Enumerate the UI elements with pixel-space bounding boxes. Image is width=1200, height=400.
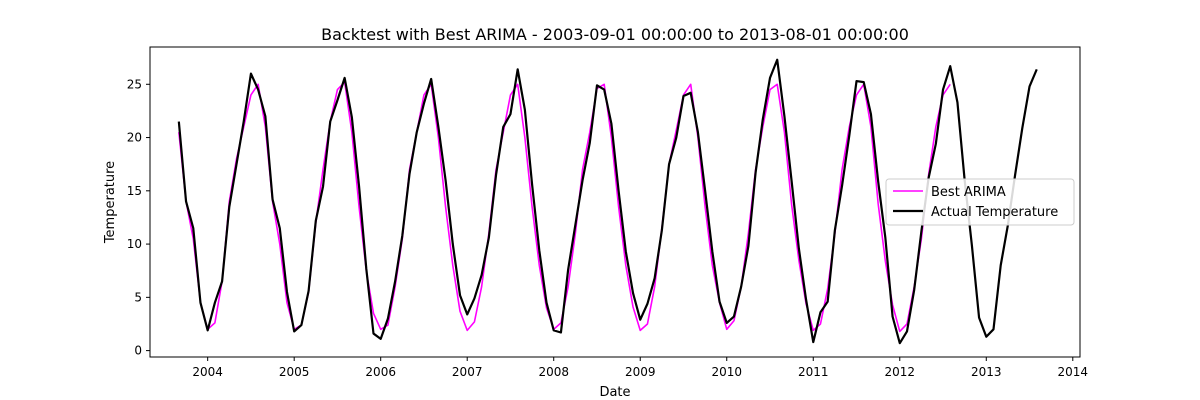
- y-tick-label: 15: [127, 184, 142, 198]
- x-tick-label: 2012: [884, 365, 915, 379]
- legend-label: Best ARIMA: [931, 185, 1006, 200]
- series-line-actual-temperature: [177, 58, 1038, 345]
- x-tick-label: 2004: [192, 365, 223, 379]
- y-tick-label: 25: [127, 77, 142, 91]
- x-tick-label: 2009: [625, 365, 656, 379]
- y-axis-label: Temperature: [103, 161, 118, 244]
- y-tick-label: 0: [134, 344, 142, 358]
- x-tick-label: 2007: [452, 365, 483, 379]
- x-tick-label: 2010: [711, 365, 742, 379]
- x-tick-label: 2008: [538, 365, 569, 379]
- y-tick-label: 5: [134, 290, 142, 304]
- x-tick-label: 2013: [971, 365, 1002, 379]
- x-tick-label: 2011: [798, 365, 829, 379]
- legend: Best ARIMA Actual Temperature: [885, 178, 1075, 226]
- chart-title: Backtest with Best ARIMA - 2003-09-01 00…: [321, 25, 909, 44]
- series-layer: [177, 58, 1038, 345]
- y-axis-ticks: 0 5 10 15 20 25: [127, 77, 150, 358]
- plot-frame: [149, 46, 1081, 358]
- legend-label: Actual Temperature: [931, 205, 1058, 220]
- x-tick-label: 2005: [279, 365, 310, 379]
- x-tick-label: 2006: [365, 365, 396, 379]
- x-tick-label: 2014: [1058, 365, 1089, 379]
- y-tick-label: 10: [127, 237, 142, 251]
- legend-box: [885, 178, 1075, 226]
- y-tick-label: 20: [127, 131, 142, 145]
- x-axis-ticks: 2004 2005 2006 2007 2008 2009 2010 2011 2012 2013…: [192, 357, 1088, 379]
- x-axis-label: Date: [599, 385, 630, 400]
